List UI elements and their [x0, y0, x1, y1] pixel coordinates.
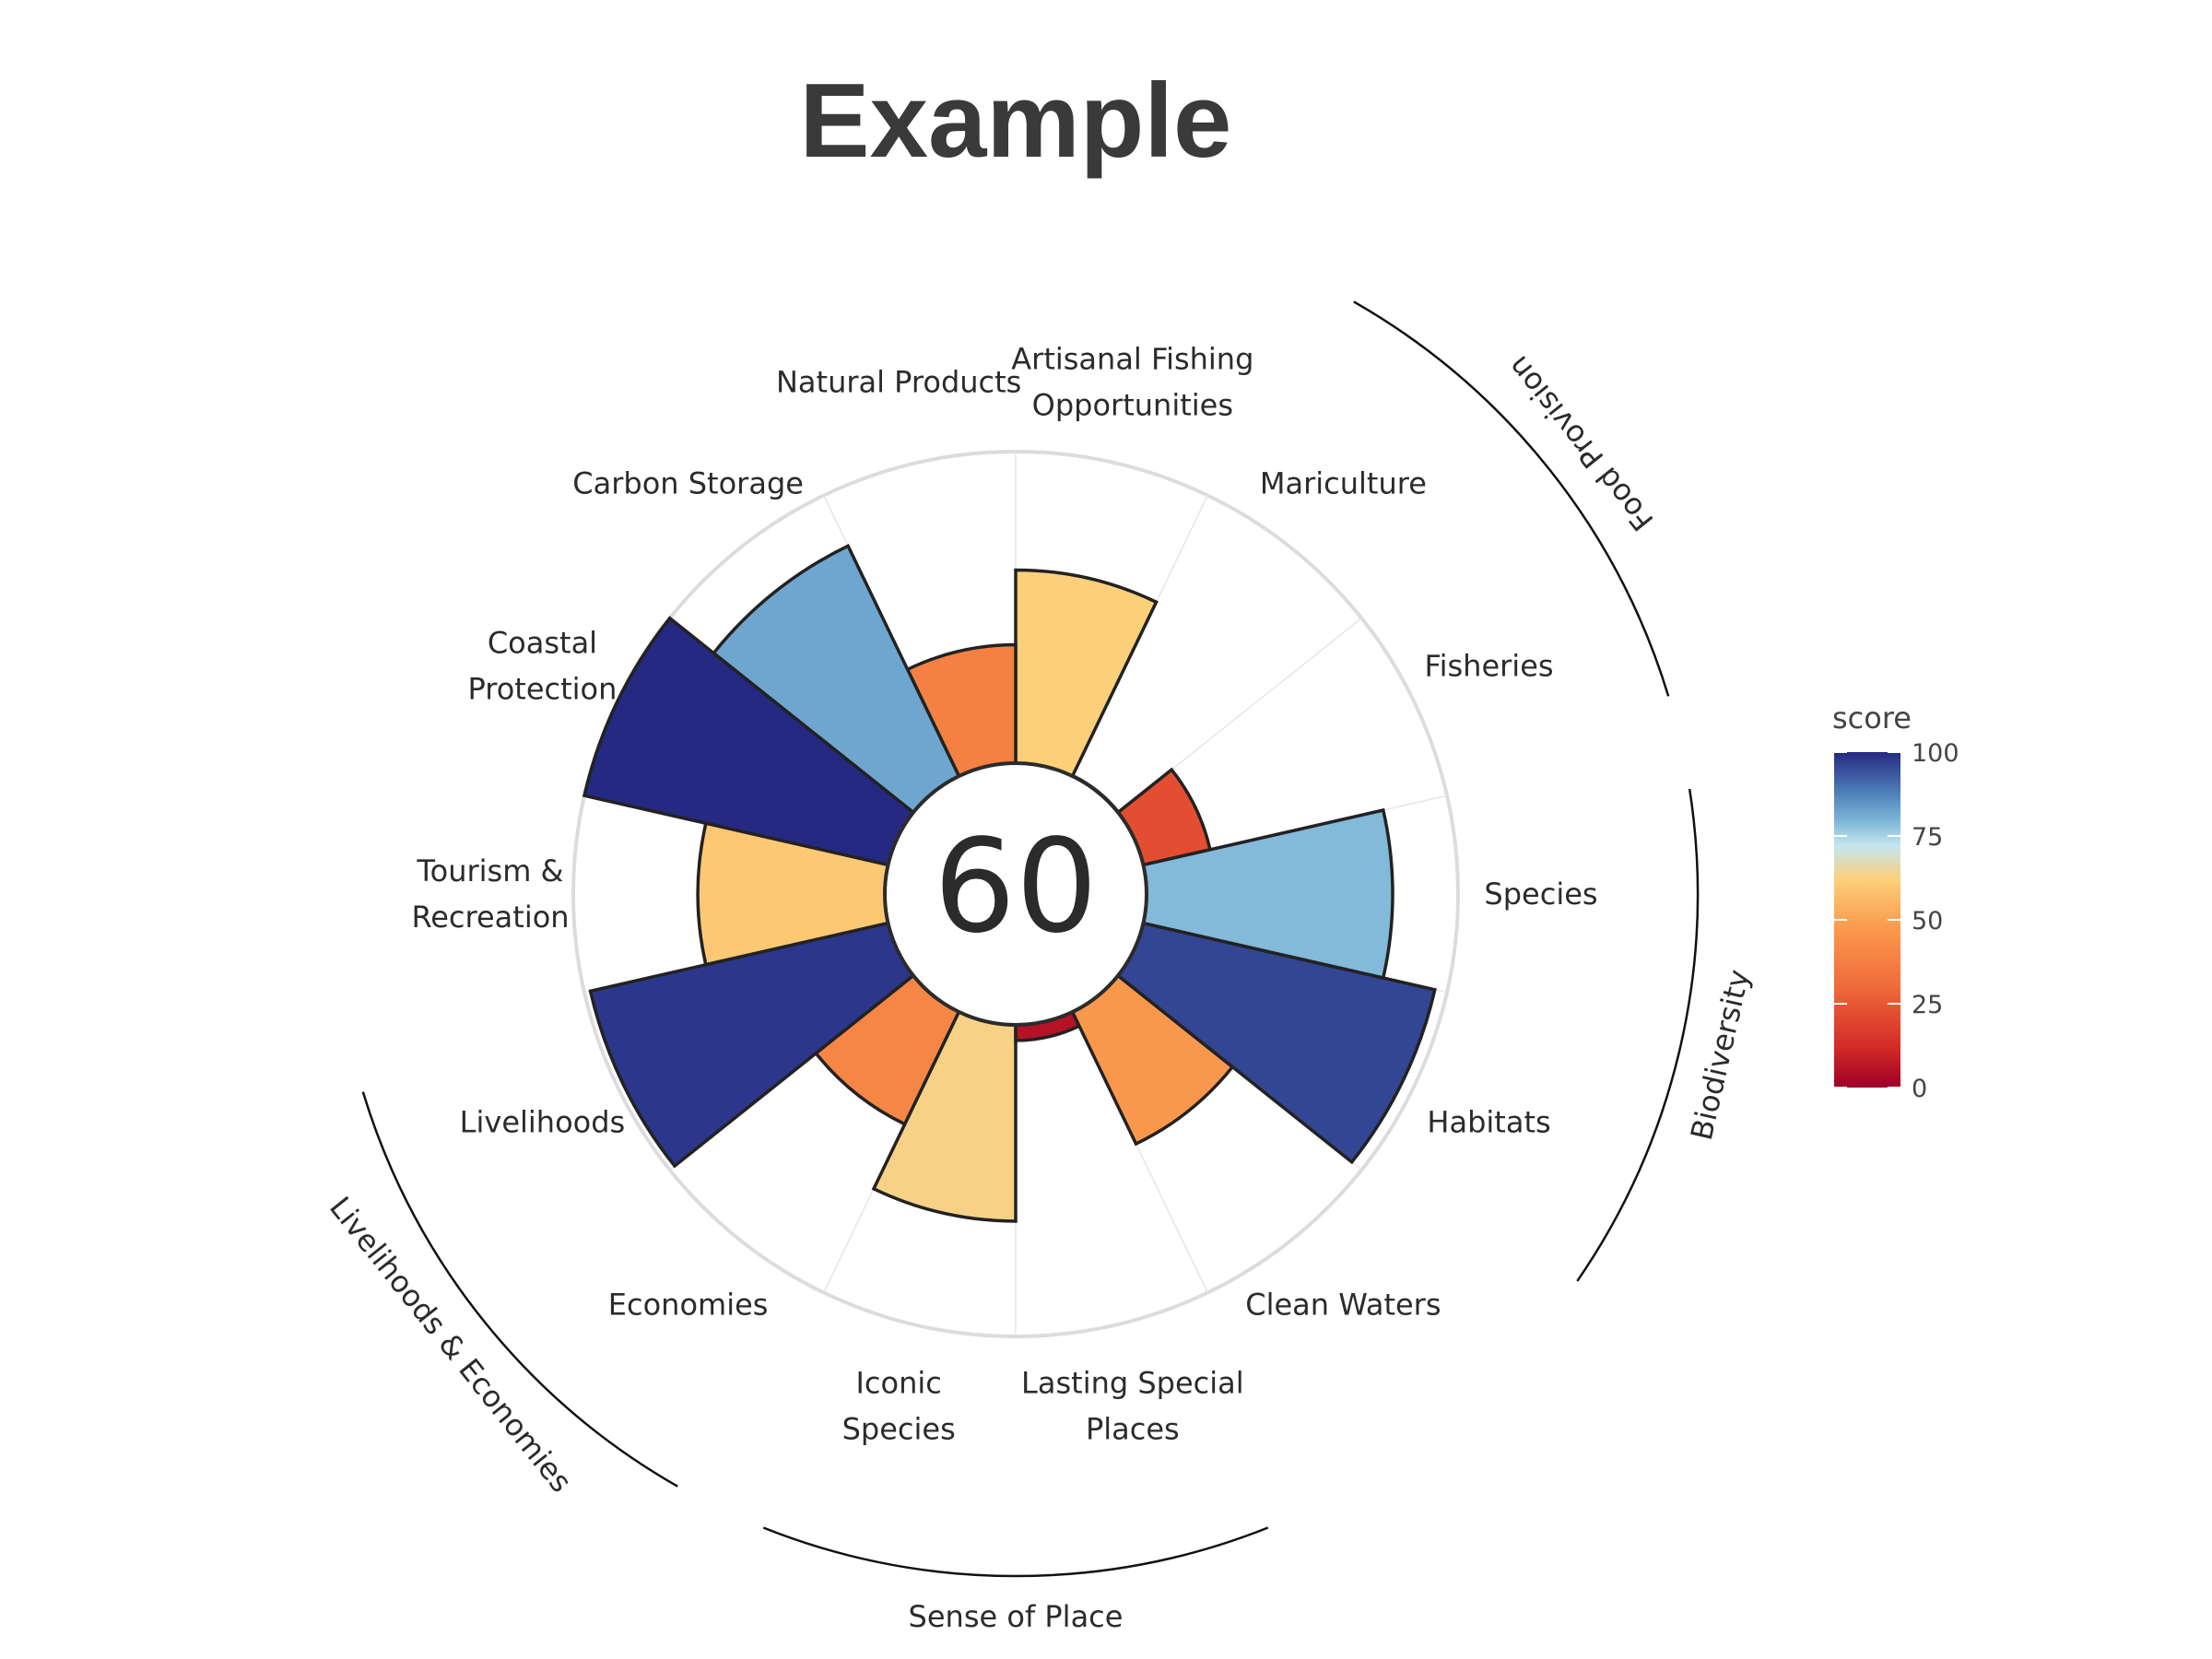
- goal-label-line: Recreation: [411, 900, 569, 935]
- goal-label: Natural Products: [776, 364, 1021, 399]
- goal-label-line: Species: [842, 1412, 956, 1447]
- goal-label-line: Habitats: [1427, 1104, 1550, 1139]
- goal-label: Mariculture: [1260, 465, 1427, 500]
- goal-label: Economies: [608, 1288, 769, 1323]
- goal-label-line: Mariculture: [1260, 465, 1427, 500]
- chart-title: Example: [800, 63, 1232, 180]
- legend-tick-label: 25: [1912, 991, 1943, 1019]
- goal-label: Clean Waters: [1245, 1288, 1441, 1323]
- goal-label-line: Economies: [608, 1288, 769, 1323]
- goal-label-line: Artisanal Fishing: [1011, 341, 1253, 376]
- goal-label: Carbon Storage: [572, 465, 804, 500]
- goal-label-line: Species: [1484, 877, 1597, 912]
- goal-label-line: Protection: [468, 672, 618, 707]
- goal-label-line: Iconic: [855, 1366, 941, 1401]
- goal-label: Tourism & Recreation: [411, 853, 569, 935]
- goal-label: Coastal Protection: [468, 626, 618, 707]
- color-legend: score 100 75 50 25 0: [1832, 700, 1959, 1103]
- goal-label-layer: Fisheries Mariculture Artisanal Fishing Opp…: [411, 341, 1597, 1446]
- goal-label: Species: [1484, 877, 1597, 912]
- group-label: Sense of Place: [909, 1599, 1124, 1634]
- goal-label: Habitats: [1427, 1104, 1550, 1139]
- legend-tick-label: 50: [1912, 907, 1943, 935]
- petal-layer: [582, 544, 1437, 1223]
- legend-tick-label: 75: [1912, 823, 1943, 852]
- group-label: Livelihoods & Economies: [323, 1190, 579, 1499]
- petal-artisanal-fishing-opportunities: [1014, 568, 1159, 782]
- goal-label-line: Clean Waters: [1245, 1288, 1441, 1323]
- group-arc: [361, 1091, 678, 1488]
- goal-label-line: Places: [1086, 1412, 1180, 1447]
- center-circle: [883, 761, 1148, 1027]
- group-arc: [1353, 300, 1670, 697]
- goal-label-line: Fisheries: [1425, 649, 1554, 684]
- group-label: Food Provision: [1500, 349, 1661, 537]
- goal-label: Artisanal Fishing Opportunities: [1011, 341, 1253, 422]
- group-arc: [1576, 788, 1700, 1282]
- center-score: 60: [934, 812, 1098, 962]
- group-label: Biodiversity: [1684, 966, 1757, 1143]
- goal-label-line: Lasting Special: [1021, 1366, 1244, 1401]
- goal-label: Livelihoods: [460, 1104, 626, 1139]
- goal-label: Iconic Species: [842, 1366, 956, 1447]
- legend-tick-label: 100: [1912, 739, 1959, 768]
- goal-label-line: Tourism &: [417, 853, 564, 888]
- legend-title: score: [1832, 700, 1912, 735]
- goal-label-line: Coastal: [488, 626, 597, 661]
- group-arc: [762, 1526, 1269, 1578]
- goal-label-line: Opportunities: [1032, 387, 1233, 422]
- legend-tick-label: 0: [1912, 1075, 1927, 1103]
- goal-label-line: Natural Products: [776, 364, 1021, 399]
- goal-label-line: Livelihoods: [460, 1104, 626, 1139]
- goal-label-line: Carbon Storage: [572, 465, 804, 500]
- goal-label: Lasting Special Places: [1021, 1366, 1244, 1447]
- goal-label: Fisheries: [1425, 649, 1554, 684]
